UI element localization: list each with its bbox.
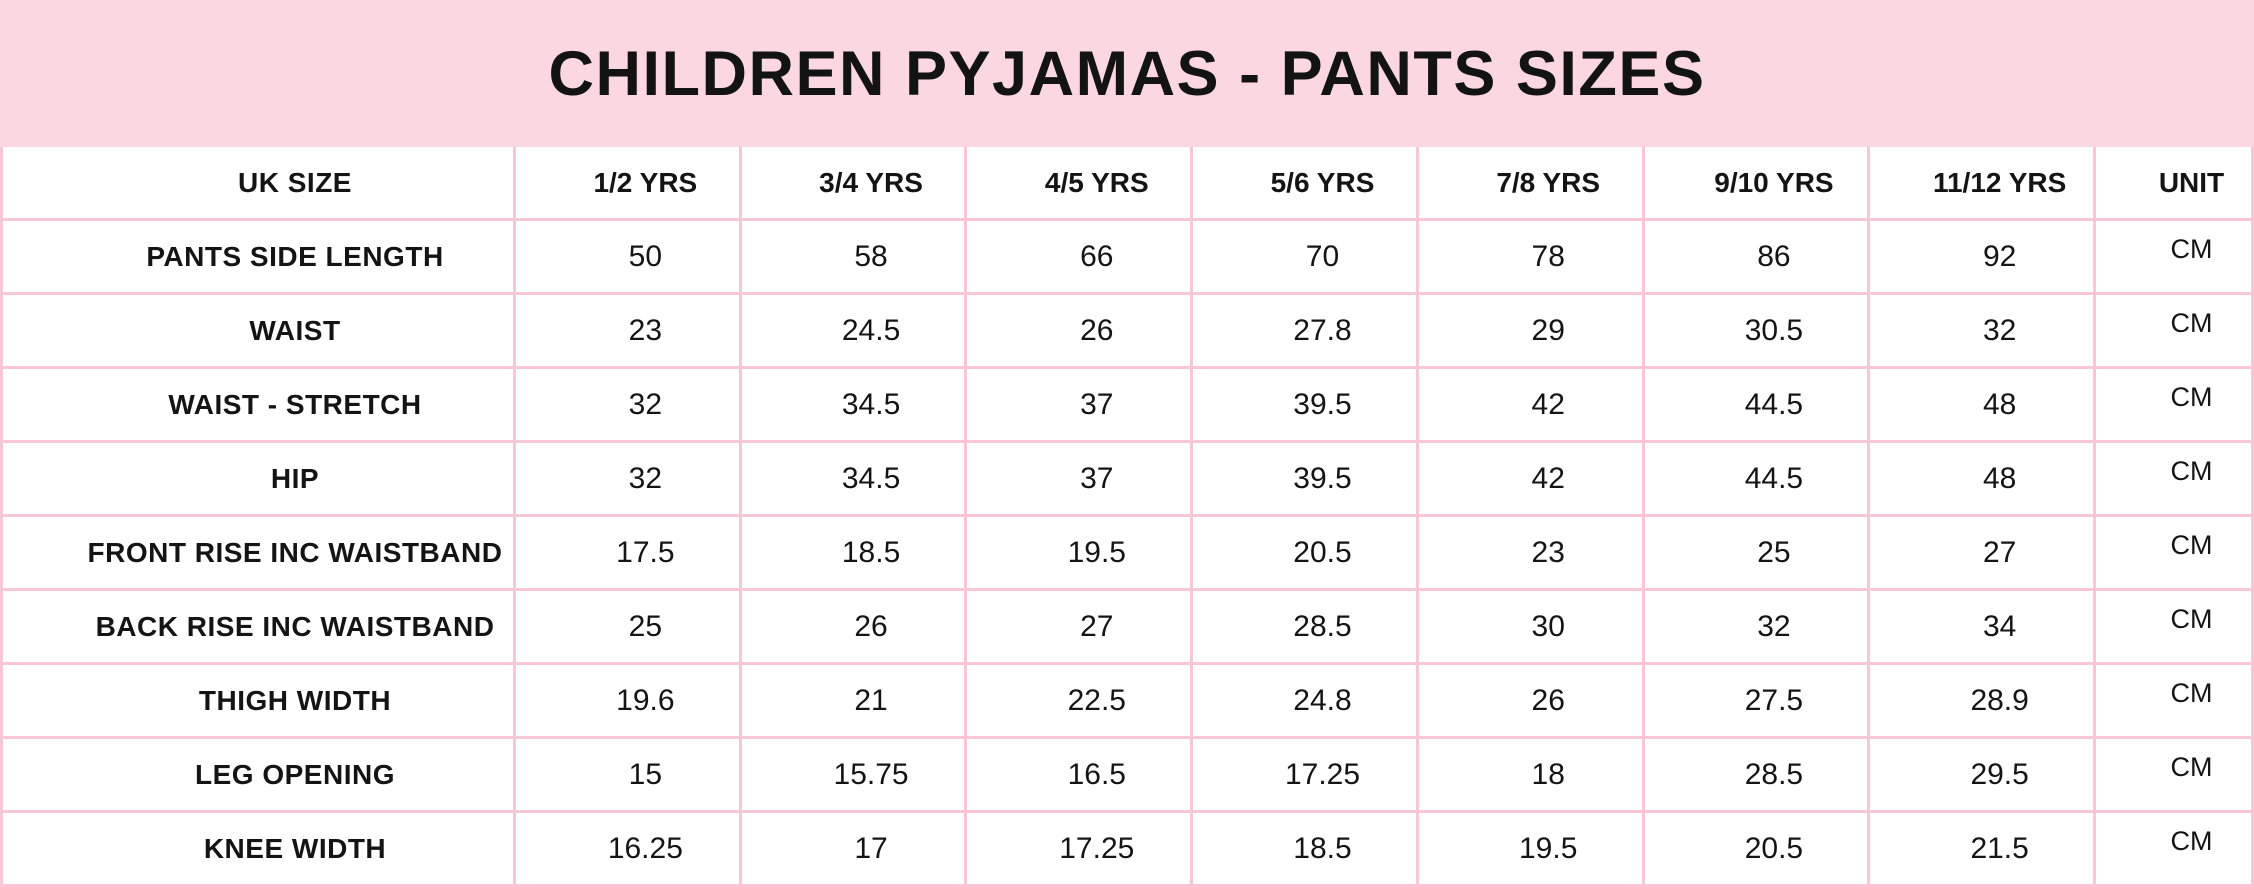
size-value-cell: 26: [741, 591, 965, 662]
size-value-cell: 23: [516, 295, 739, 366]
size-value-cell: 28.9: [1870, 665, 2093, 736]
size-value-cell: 32: [516, 369, 739, 440]
size-value-cell: 15.75: [741, 739, 965, 810]
size-value-cell: 21.5: [1870, 813, 2093, 884]
size-value-cell: 66: [967, 221, 1191, 292]
size-value-cell: 32: [516, 443, 739, 514]
size-value-cell: 32: [1870, 295, 2093, 366]
size-value-cell: 17: [741, 813, 965, 884]
unit-cell: CM: [2095, 739, 2251, 810]
size-value-cell: 15: [516, 739, 739, 810]
column-header: 7/8 YRS: [1418, 147, 1642, 218]
unit-cell: CM: [2095, 221, 2251, 292]
row-label: WAIST: [3, 295, 513, 366]
size-value-cell: 30: [1418, 591, 1642, 662]
row-label: PANTS SIDE LENGTH: [3, 221, 513, 292]
size-table: UK SIZE 1/2 YRS 3/4 YRS 4/5 YRS 5/6 YRS 7/8 Y…: [0, 147, 2254, 887]
size-value-cell: 25: [1644, 517, 1868, 588]
size-value-cell: 23: [1418, 517, 1642, 588]
size-value-cell: 27.8: [1193, 295, 1416, 366]
row-label: BACK RISE INC WAISTBAND: [3, 591, 513, 662]
column-header: 4/5 YRS: [967, 147, 1191, 218]
size-value-cell: 58: [741, 221, 965, 292]
row-label: HIP: [3, 443, 513, 514]
size-value-cell: 28.5: [1193, 591, 1416, 662]
size-value-cell: 20.5: [1193, 517, 1416, 588]
row-label: WAIST - STRETCH: [3, 369, 513, 440]
size-value-cell: 17.25: [1193, 739, 1416, 810]
size-value-cell: 29: [1418, 295, 1642, 366]
size-value-cell: 39.5: [1193, 443, 1416, 514]
size-value-cell: 34.5: [741, 369, 965, 440]
column-header: 11/12 YRS: [1870, 147, 2093, 218]
column-header: 1/2 YRS: [516, 147, 739, 218]
unit-cell: CM: [2095, 665, 2251, 736]
unit-cell: CM: [2095, 517, 2251, 588]
size-value-cell: 18.5: [741, 517, 965, 588]
size-value-cell: 19.5: [1418, 813, 1642, 884]
size-value-cell: 17.25: [967, 813, 1191, 884]
size-value-cell: 17.5: [516, 517, 739, 588]
row-label: LEG OPENING: [3, 739, 513, 810]
size-value-cell: 18: [1418, 739, 1642, 810]
size-value-cell: 16.5: [967, 739, 1191, 810]
size-value-cell: 44.5: [1644, 443, 1868, 514]
row-label: THIGH WIDTH: [3, 665, 513, 736]
page-title: CHILDREN PYJAMAS - PANTS SIZES: [548, 38, 1706, 109]
unit-cell: CM: [2095, 443, 2251, 514]
size-value-cell: 42: [1418, 369, 1642, 440]
size-value-cell: 42: [1418, 443, 1642, 514]
row-label: FRONT RISE INC WAISTBAND: [3, 517, 513, 588]
size-value-cell: 27: [1870, 517, 2093, 588]
unit-cell: CM: [2095, 591, 2251, 662]
size-value-cell: 21: [741, 665, 965, 736]
size-value-cell: 78: [1418, 221, 1642, 292]
size-value-cell: 29.5: [1870, 739, 2093, 810]
size-value-cell: 19.5: [967, 517, 1191, 588]
size-value-cell: 24.5: [741, 295, 965, 366]
row-label: KNEE WIDTH: [3, 813, 513, 884]
size-value-cell: 50: [516, 221, 739, 292]
size-value-cell: 27.5: [1644, 665, 1868, 736]
size-value-cell: 25: [516, 591, 739, 662]
size-value-cell: 28.5: [1644, 739, 1868, 810]
column-header-uk-size: UK SIZE: [3, 147, 513, 218]
size-value-cell: 18.5: [1193, 813, 1416, 884]
unit-cell: CM: [2095, 813, 2251, 884]
size-value-cell: 34: [1870, 591, 2093, 662]
column-header-unit: UNIT: [2095, 147, 2251, 218]
size-value-cell: 37: [967, 369, 1191, 440]
size-value-cell: 22.5: [967, 665, 1191, 736]
size-value-cell: 32: [1644, 591, 1868, 662]
size-value-cell: 44.5: [1644, 369, 1868, 440]
size-value-cell: 39.5: [1193, 369, 1416, 440]
unit-cell: CM: [2095, 369, 2251, 440]
size-value-cell: 48: [1870, 369, 2093, 440]
size-value-cell: 16.25: [516, 813, 739, 884]
size-value-cell: 26: [967, 295, 1191, 366]
size-value-cell: 19.6: [516, 665, 739, 736]
title-banner: CHILDREN PYJAMAS - PANTS SIZES: [0, 0, 2254, 147]
size-value-cell: 70: [1193, 221, 1416, 292]
size-value-cell: 20.5: [1644, 813, 1868, 884]
size-value-cell: 37: [967, 443, 1191, 514]
unit-cell: CM: [2095, 295, 2251, 366]
size-value-cell: 86: [1644, 221, 1868, 292]
column-header: 9/10 YRS: [1644, 147, 1868, 218]
size-value-cell: 27: [967, 591, 1191, 662]
size-value-cell: 48: [1870, 443, 2093, 514]
size-value-cell: 24.8: [1193, 665, 1416, 736]
column-header: 3/4 YRS: [741, 147, 965, 218]
column-header: 5/6 YRS: [1193, 147, 1416, 218]
size-value-cell: 92: [1870, 221, 2093, 292]
size-value-cell: 26: [1418, 665, 1642, 736]
size-value-cell: 34.5: [741, 443, 965, 514]
size-value-cell: 30.5: [1644, 295, 1868, 366]
